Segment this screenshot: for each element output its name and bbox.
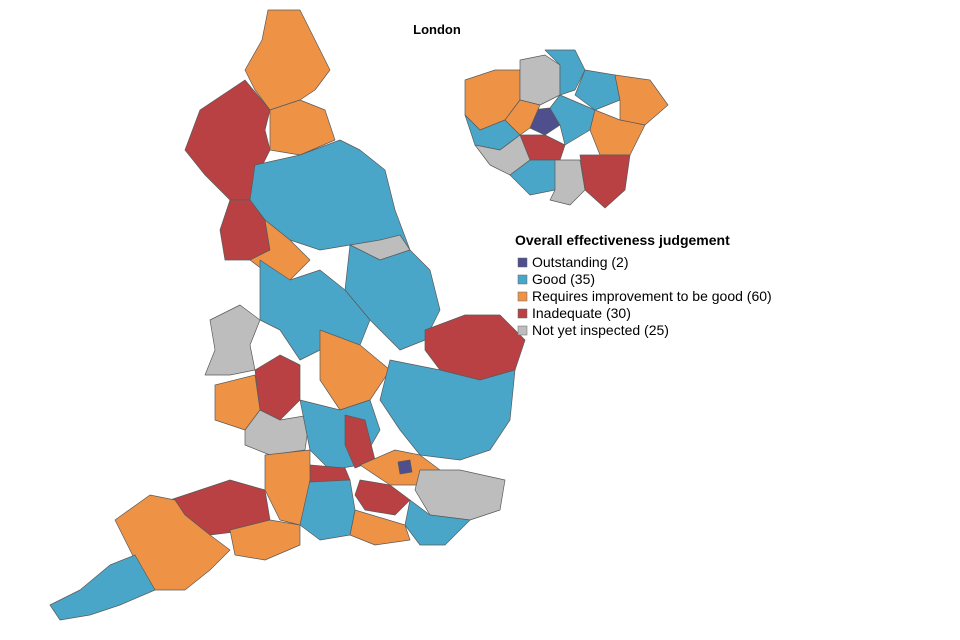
- legend: Outstanding (2)Good (35)Requires improve…: [517, 254, 772, 338]
- region: [229, 519, 301, 561]
- region: [614, 74, 669, 126]
- region: [349, 509, 411, 546]
- region: [549, 159, 586, 206]
- legend-swatch: [517, 308, 528, 319]
- region: [519, 54, 561, 106]
- region: [49, 554, 156, 621]
- legend-swatch: [517, 274, 528, 285]
- region: [579, 154, 631, 209]
- legend-label: Good (35): [532, 271, 595, 287]
- legend-label: Not yet inspected (25): [532, 322, 669, 338]
- region: [254, 354, 301, 421]
- region: [379, 359, 516, 461]
- legend-label: Outstanding (2): [532, 254, 629, 270]
- region: [397, 459, 413, 475]
- london-inset: [464, 49, 669, 209]
- legend-title: Overall effectiveness judgement: [515, 232, 730, 248]
- region: [544, 49, 586, 96]
- legend-label: Requires improvement to be good (60): [532, 288, 772, 304]
- region: [204, 304, 261, 376]
- legend-label: Inadequate (30): [532, 305, 631, 321]
- inset-title: London: [413, 22, 461, 37]
- legend-swatch: [517, 325, 528, 336]
- region: [574, 69, 621, 111]
- region: [504, 99, 541, 136]
- legend-swatch: [517, 257, 528, 268]
- region: [354, 479, 411, 516]
- england-map: [49, 9, 526, 621]
- region: [269, 99, 336, 156]
- legend-swatch: [517, 291, 528, 302]
- region: [414, 469, 506, 521]
